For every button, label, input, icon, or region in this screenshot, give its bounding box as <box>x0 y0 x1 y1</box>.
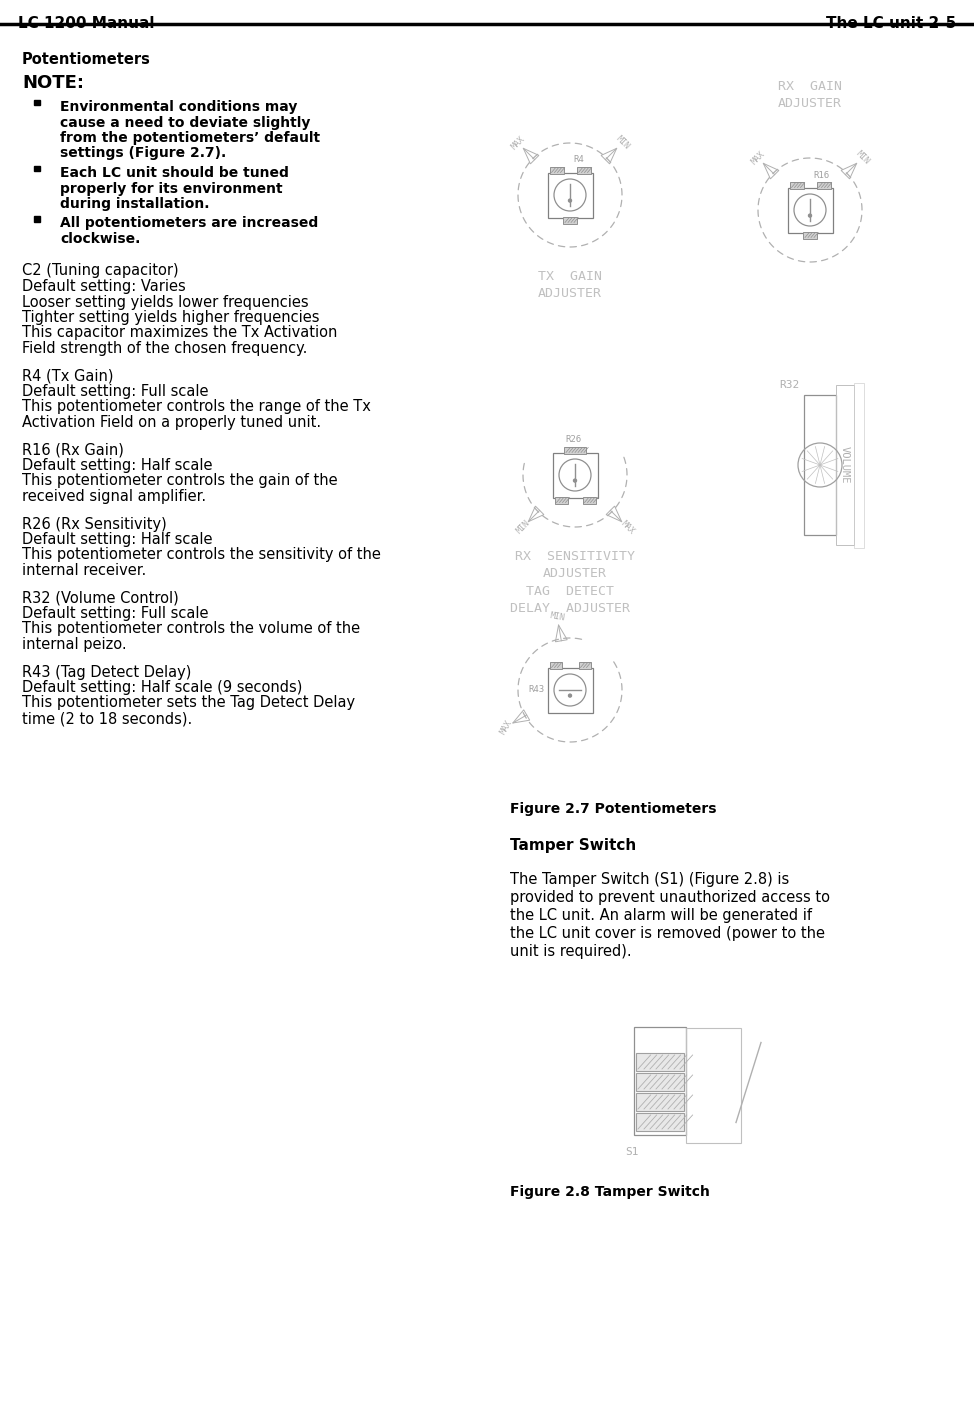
Bar <box>34 216 40 221</box>
Circle shape <box>574 479 577 482</box>
Text: unit is required).: unit is required). <box>510 944 631 959</box>
Text: Environmental conditions may: Environmental conditions may <box>60 101 297 113</box>
Text: R4 (Tx Gain): R4 (Tx Gain) <box>22 369 114 383</box>
Bar <box>636 1073 684 1090</box>
Text: MIN: MIN <box>614 135 631 152</box>
Bar <box>577 166 590 173</box>
Text: Figure 2.8 Tamper Switch: Figure 2.8 Tamper Switch <box>510 1185 710 1200</box>
Bar <box>854 383 864 547</box>
Text: RX  SENSITIVITY
ADJUSTER: RX SENSITIVITY ADJUSTER <box>515 550 635 580</box>
Bar <box>636 1054 684 1071</box>
Text: MAX: MAX <box>749 149 767 166</box>
Text: time (2 to 18 seconds).: time (2 to 18 seconds). <box>22 710 192 726</box>
Text: received signal amplifier.: received signal amplifier. <box>22 489 206 503</box>
Text: MAX: MAX <box>499 719 513 736</box>
Text: Activation Field on a properly tuned unit.: Activation Field on a properly tuned uni… <box>22 415 321 430</box>
Bar <box>803 231 817 238</box>
Text: the LC unit. An alarm will be generated if: the LC unit. An alarm will be generated … <box>510 908 812 923</box>
Text: The Tamper Switch (S1) (Figure 2.8) is: The Tamper Switch (S1) (Figure 2.8) is <box>510 872 789 888</box>
Circle shape <box>808 214 811 217</box>
Circle shape <box>569 199 572 203</box>
Text: clockwise.: clockwise. <box>60 233 140 245</box>
Text: This potentiometer controls the range of the Tx: This potentiometer controls the range of… <box>22 400 371 414</box>
Text: MIN: MIN <box>854 149 871 166</box>
Text: C2 (Tuning capacitor): C2 (Tuning capacitor) <box>22 264 178 278</box>
Text: Default setting: Half scale: Default setting: Half scale <box>22 532 212 547</box>
Text: Default setting: Full scale: Default setting: Full scale <box>22 384 208 398</box>
Text: MAX: MAX <box>509 135 526 152</box>
Text: R16 (Rx Gain): R16 (Rx Gain) <box>22 442 124 458</box>
Text: R32: R32 <box>779 380 799 390</box>
Text: Figure 2.7 Potentiometers: Figure 2.7 Potentiometers <box>510 803 717 815</box>
Text: Field strength of the chosen frequency.: Field strength of the chosen frequency. <box>22 340 308 356</box>
Bar <box>549 662 561 668</box>
Text: MIN: MIN <box>514 519 531 536</box>
Text: Default setting: Varies: Default setting: Varies <box>22 279 186 294</box>
Text: LC 1200 Manual: LC 1200 Manual <box>18 16 155 31</box>
Text: R32 (Volume Control): R32 (Volume Control) <box>22 590 179 605</box>
Text: R43 (Tag Detect Delay): R43 (Tag Detect Delay) <box>22 665 191 679</box>
Text: Default setting: Full scale: Default setting: Full scale <box>22 605 208 621</box>
Text: MIN: MIN <box>549 611 565 623</box>
Text: RX  GAIN
ADJUSTER: RX GAIN ADJUSTER <box>778 79 842 111</box>
Text: internal peizo.: internal peizo. <box>22 637 127 652</box>
Text: Potentiometers: Potentiometers <box>22 52 151 67</box>
Bar <box>554 496 568 503</box>
Bar <box>836 386 854 545</box>
Text: Default setting: Half scale: Default setting: Half scale <box>22 458 212 474</box>
Text: internal receiver.: internal receiver. <box>22 563 146 579</box>
Text: VOLUME: VOLUME <box>840 447 850 484</box>
Text: TX  GAIN
ADJUSTER: TX GAIN ADJUSTER <box>538 269 602 301</box>
Text: Tamper Switch: Tamper Switch <box>510 838 636 854</box>
Bar <box>547 173 592 217</box>
Text: This potentiometer controls the gain of the: This potentiometer controls the gain of … <box>22 474 338 488</box>
Text: Tighter setting yields higher frequencies: Tighter setting yields higher frequencie… <box>22 311 319 325</box>
Text: R16: R16 <box>813 170 829 180</box>
Bar <box>636 1093 684 1110</box>
Bar <box>552 452 597 498</box>
Bar <box>579 662 590 668</box>
Text: the LC unit cover is removed (power to the: the LC unit cover is removed (power to t… <box>510 926 825 942</box>
Bar <box>634 1027 686 1134</box>
Circle shape <box>569 693 572 698</box>
Text: This capacitor maximizes the Tx Activation: This capacitor maximizes the Tx Activati… <box>22 326 337 340</box>
Text: settings (Figure 2.7).: settings (Figure 2.7). <box>60 146 226 160</box>
Bar <box>563 217 577 224</box>
Text: All potentiometers are increased: All potentiometers are increased <box>60 217 318 231</box>
Bar <box>804 396 836 535</box>
Bar <box>34 99 40 105</box>
Text: cause a need to deviate slightly: cause a need to deviate slightly <box>60 115 311 129</box>
Text: NOTE:: NOTE: <box>22 74 84 92</box>
Text: R26 (Rx Sensitivity): R26 (Rx Sensitivity) <box>22 516 167 532</box>
Text: properly for its environment: properly for its environment <box>60 182 282 196</box>
Bar <box>686 1028 741 1143</box>
Text: provided to prevent unauthorized access to: provided to prevent unauthorized access … <box>510 891 830 905</box>
Text: This potentiometer controls the volume of the: This potentiometer controls the volume o… <box>22 621 360 637</box>
Bar <box>788 187 833 233</box>
Text: R26: R26 <box>565 435 581 444</box>
Bar <box>564 447 586 454</box>
Text: Default setting: Half scale (9 seconds): Default setting: Half scale (9 seconds) <box>22 681 302 695</box>
Text: The LC unit 2-5: The LC unit 2-5 <box>826 16 956 31</box>
Bar <box>582 496 595 503</box>
Bar <box>547 668 592 712</box>
Text: This potentiometer controls the sensitivity of the: This potentiometer controls the sensitiv… <box>22 547 381 563</box>
Bar <box>790 182 804 189</box>
Bar <box>549 166 564 173</box>
Text: during installation.: during installation. <box>60 197 209 211</box>
Text: S1: S1 <box>625 1147 639 1157</box>
Text: This potentiometer sets the Tag Detect Delay: This potentiometer sets the Tag Detect D… <box>22 695 356 710</box>
Text: from the potentiometers’ default: from the potentiometers’ default <box>60 130 320 145</box>
Bar <box>34 166 40 172</box>
Bar <box>816 182 831 189</box>
Text: MAX: MAX <box>618 519 636 536</box>
Text: Looser setting yields lower frequencies: Looser setting yields lower frequencies <box>22 295 309 309</box>
Text: R4: R4 <box>573 156 583 164</box>
Bar <box>636 1113 684 1132</box>
Text: Each LC unit should be tuned: Each LC unit should be tuned <box>60 166 289 180</box>
Text: TAG  DETECT
DELAY  ADJUSTER: TAG DETECT DELAY ADJUSTER <box>510 586 630 615</box>
Text: R43: R43 <box>528 685 544 695</box>
